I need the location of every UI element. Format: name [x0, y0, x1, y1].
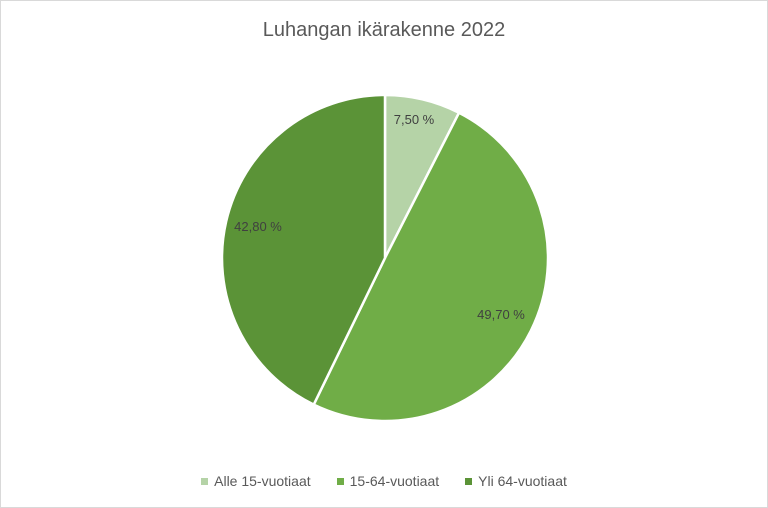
- legend-item: 15-64-vuotiaat: [336, 473, 440, 489]
- legend-item: Alle 15-vuotiaat: [201, 473, 311, 489]
- legend-label: Yli 64-vuotiaat: [478, 473, 567, 489]
- data-label: 49,70 %: [477, 307, 525, 322]
- legend: Alle 15-vuotiaat 15-64-vuotiaat Yli 64-vuo…: [1, 473, 767, 489]
- legend-item: Yli 64-vuotiaat: [465, 473, 567, 489]
- legend-label: 15-64-vuotiaat: [349, 473, 440, 489]
- pie-slice: [220, 93, 387, 407]
- legend-swatch: [465, 477, 473, 485]
- legend-swatch: [201, 477, 209, 485]
- legend-label: Alle 15-vuotiaat: [214, 473, 311, 489]
- pie-slice: [312, 111, 550, 423]
- data-label: 42,80 %: [234, 219, 282, 234]
- chart-title: Luhangan ikärakenne 2022: [262, 19, 506, 41]
- legend-swatch: [336, 477, 344, 485]
- data-label: 7,50 %: [394, 112, 435, 127]
